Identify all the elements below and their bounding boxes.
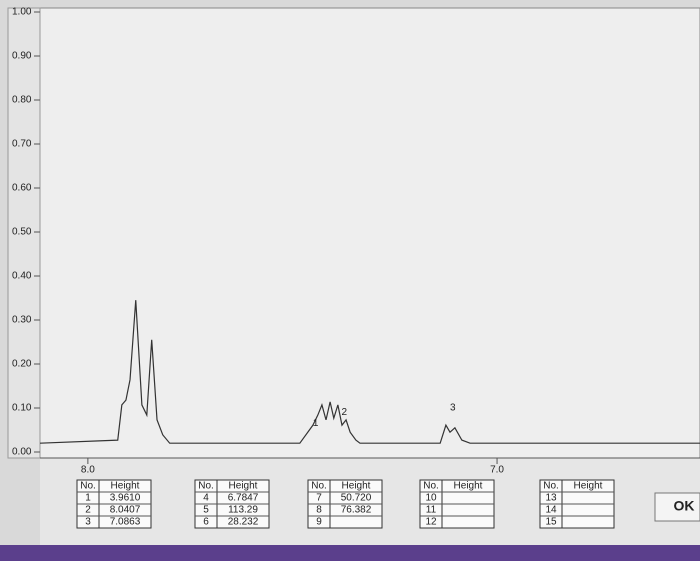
- y-tick-label: 0.40: [12, 271, 32, 282]
- y-axis-panel: [7, 7, 41, 459]
- table-cell: 14: [545, 505, 557, 516]
- table-cell: 3.9610: [110, 493, 141, 504]
- x-tick-label: 8.0: [81, 465, 95, 476]
- table-cell: 4: [203, 493, 209, 504]
- table-cell: 8: [316, 505, 322, 516]
- y-tick-label: 0.30: [12, 315, 32, 326]
- y-tick-label: 0.60: [12, 183, 32, 194]
- table-cell: 7.0863: [110, 517, 141, 528]
- y-tick-label: 0.00: [12, 447, 32, 458]
- y-tick-label: 0.50: [12, 227, 32, 238]
- table-header: No.: [543, 481, 559, 492]
- y-tick-label: 0.80: [12, 95, 32, 106]
- table-header: No.: [311, 481, 327, 492]
- table-header: No.: [80, 481, 96, 492]
- table-cell: 5: [203, 505, 209, 516]
- table-cell: 3: [85, 517, 91, 528]
- y-tick-label: 1.00: [12, 7, 32, 18]
- table-cell: 113.29: [228, 505, 258, 516]
- spectrum-line: [39, 300, 700, 444]
- table-header: Height: [454, 481, 483, 492]
- table-cell: 28.232: [228, 517, 259, 528]
- y-tick-label: 0.10: [12, 403, 32, 414]
- table-cell: 1: [85, 493, 91, 504]
- x-tick-label: 7.0: [490, 465, 504, 476]
- ok-label[interactable]: OK: [674, 498, 695, 514]
- taskbar: [0, 545, 700, 561]
- peak-label: 3: [450, 403, 456, 414]
- y-tick-label: 0.20: [12, 359, 32, 370]
- table-cell: 15: [545, 517, 557, 528]
- table-cell: 76.382: [341, 505, 372, 516]
- table-cell: 11: [426, 505, 437, 516]
- table-header: No.: [423, 481, 439, 492]
- table-cell: 2: [85, 505, 91, 516]
- table-cell: 50.720: [341, 493, 372, 504]
- table-header: Height: [342, 481, 371, 492]
- table-cell: 6: [203, 517, 209, 528]
- table-cell: 8.0407: [110, 505, 141, 516]
- table-cell: 9: [316, 517, 322, 528]
- ok-button[interactable]: [654, 492, 700, 522]
- table-header: Height: [229, 481, 258, 492]
- peak-label: 1: [313, 418, 319, 429]
- table-cell: 13: [545, 493, 557, 504]
- y-tick-label: 0.70: [12, 139, 32, 150]
- table-cell: 6.7847: [228, 493, 259, 504]
- table-header: Height: [574, 481, 603, 492]
- y-tick-label: 0.90: [12, 51, 32, 62]
- table-header: Height: [111, 481, 140, 492]
- plot-area: [39, 7, 700, 459]
- peak-label: 2: [342, 407, 348, 418]
- table-cell: 10: [425, 493, 437, 504]
- table-cell: 12: [425, 517, 437, 528]
- table-cell: 7: [316, 493, 322, 504]
- table-header: No.: [198, 481, 214, 492]
